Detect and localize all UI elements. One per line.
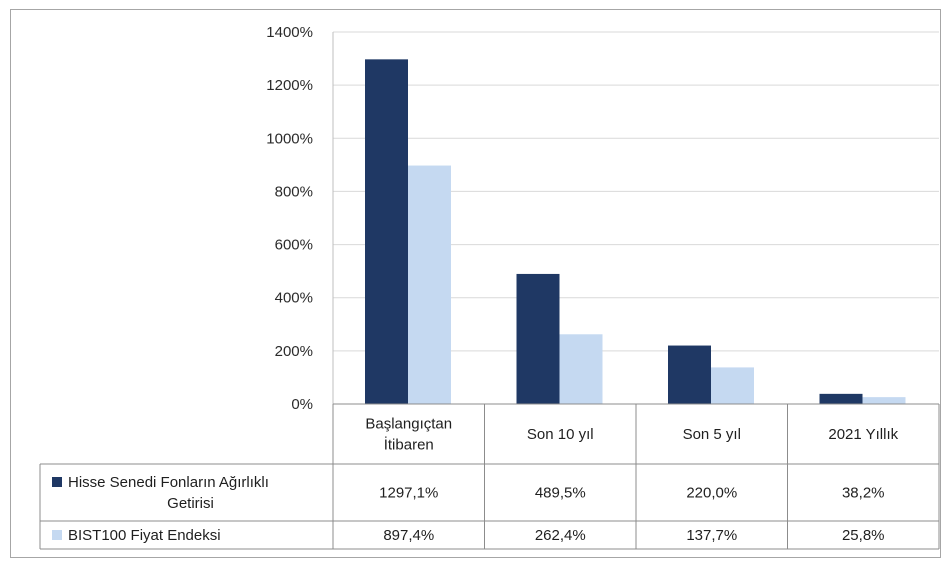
series-name: Getirisi — [167, 495, 214, 512]
bar — [711, 367, 754, 404]
bar — [365, 59, 408, 404]
category-label: Başlangıçtan — [365, 416, 452, 433]
legend-swatch — [52, 530, 62, 540]
bar — [516, 273, 560, 404]
bar — [862, 397, 906, 404]
bar — [559, 334, 603, 404]
y-tick-label: 0% — [291, 396, 313, 413]
y-tick-label: 600% — [275, 237, 313, 254]
category-label: Son 5 yıl — [683, 426, 741, 443]
y-tick-label: 400% — [275, 290, 313, 307]
bar — [408, 165, 451, 404]
data-value: 220,0% — [686, 485, 737, 502]
y-tick-label: 200% — [275, 343, 313, 360]
category-label: Son 10 yıl — [527, 426, 594, 443]
category-label: İtibaren — [384, 436, 434, 454]
data-value: 897,4% — [383, 527, 434, 544]
data-value: 25,8% — [842, 527, 885, 544]
y-tick-label: 1200% — [266, 77, 313, 94]
y-tick-label: 1000% — [266, 130, 313, 147]
y-tick-label: 800% — [275, 183, 313, 200]
category-label: 2021 Yıllık — [828, 426, 898, 443]
data-value: 262,4% — [535, 527, 586, 544]
series-name: BIST100 Fiyat Endeksi — [68, 527, 221, 544]
series-name: Hisse Senedi Fonların Ağırlıklı — [68, 474, 269, 491]
data-value: 38,2% — [842, 485, 885, 502]
chart-frame — [10, 9, 941, 558]
y-tick-label: 1400% — [266, 24, 313, 41]
legend-swatch — [52, 477, 62, 487]
data-value: 489,5% — [535, 485, 586, 502]
bar — [819, 393, 863, 404]
bar — [668, 345, 711, 404]
data-value: 1297,1% — [379, 485, 438, 502]
data-value: 137,7% — [686, 527, 737, 544]
